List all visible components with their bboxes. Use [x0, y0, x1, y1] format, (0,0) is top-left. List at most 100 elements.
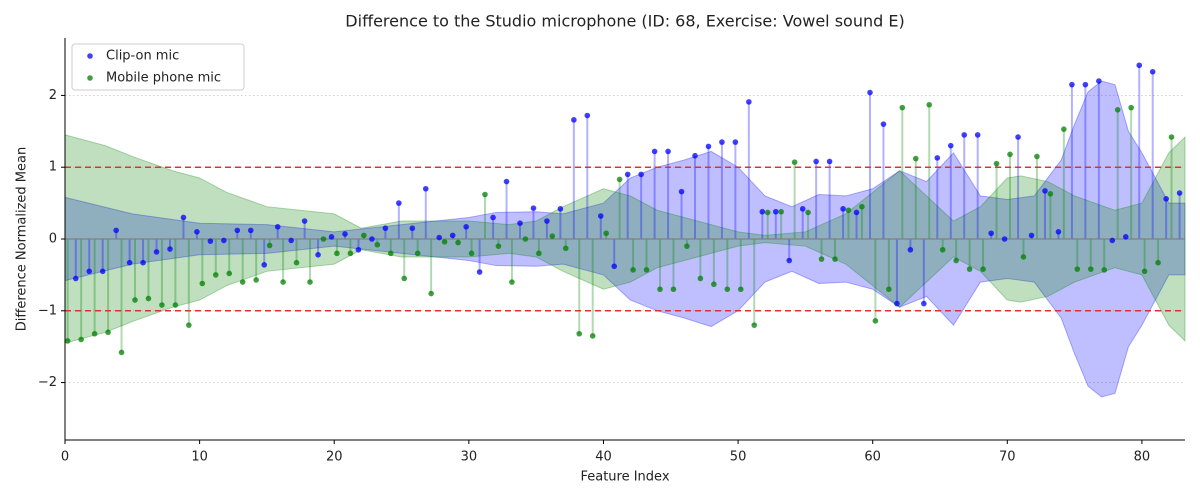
point: [342, 231, 348, 237]
point: [247, 227, 254, 234]
point: [86, 268, 93, 275]
point: [428, 290, 434, 297]
point: [1015, 134, 1021, 140]
point: [517, 220, 523, 227]
point: [207, 238, 214, 244]
point: [482, 191, 488, 198]
point: [1149, 68, 1156, 75]
point: [589, 333, 596, 339]
point: [1074, 266, 1081, 272]
x-tick-label: 60: [864, 450, 881, 465]
point: [1114, 106, 1121, 113]
point: [557, 206, 564, 212]
legend-marker: [87, 75, 93, 81]
point: [1128, 104, 1134, 111]
point: [630, 267, 636, 273]
x-tick-label: 50: [730, 450, 747, 465]
point: [1069, 81, 1075, 88]
point: [939, 246, 946, 253]
point: [221, 237, 227, 244]
point: [934, 155, 941, 161]
point: [1136, 62, 1143, 69]
point: [105, 329, 111, 336]
point: [468, 250, 475, 257]
point: [401, 275, 408, 282]
point: [455, 239, 461, 246]
point: [1168, 134, 1175, 140]
point: [118, 349, 125, 356]
point: [907, 246, 914, 253]
point: [72, 275, 79, 282]
y-tick-label: 1: [49, 160, 57, 175]
y-tick-label: 0: [49, 232, 57, 247]
point: [886, 286, 892, 293]
point: [355, 246, 362, 253]
point: [212, 272, 219, 278]
point: [396, 200, 402, 206]
point: [78, 336, 84, 343]
point: [562, 245, 569, 252]
point: [280, 279, 286, 285]
point: [436, 234, 443, 241]
point: [1176, 190, 1183, 196]
point: [759, 208, 766, 215]
point: [597, 213, 604, 219]
x-tick-label: 40: [595, 450, 612, 465]
point: [912, 155, 919, 162]
point: [1163, 196, 1169, 202]
point: [778, 208, 784, 215]
point: [167, 246, 173, 252]
point: [1028, 232, 1035, 239]
point: [1042, 188, 1048, 194]
point: [194, 229, 200, 235]
point: [172, 302, 179, 308]
point: [899, 104, 906, 111]
point: [361, 232, 367, 239]
point: [643, 267, 650, 273]
point: [818, 256, 825, 262]
point: [1034, 153, 1040, 160]
point: [678, 188, 685, 195]
point: [328, 234, 335, 240]
point: [315, 251, 321, 258]
point: [91, 330, 98, 337]
legend-marker: [87, 53, 93, 59]
point: [186, 322, 192, 328]
point: [1061, 126, 1067, 132]
point: [1141, 268, 1148, 275]
point: [853, 209, 860, 216]
point: [705, 143, 712, 150]
x-tick-label: 30: [461, 450, 478, 465]
point: [409, 225, 416, 232]
point: [638, 171, 644, 178]
point: [859, 203, 865, 210]
x-tick-label: 0: [61, 450, 69, 465]
x-tick-label: 80: [1134, 450, 1151, 465]
point: [334, 250, 340, 257]
y-tick-label: −1: [38, 303, 57, 318]
point: [1087, 266, 1094, 272]
x-axis-label: Feature Index: [580, 470, 669, 485]
point: [199, 280, 206, 287]
point: [449, 232, 456, 239]
point: [980, 266, 986, 272]
point: [764, 209, 771, 216]
point: [872, 318, 879, 324]
point: [805, 209, 811, 216]
point: [1109, 237, 1116, 244]
point: [293, 259, 300, 266]
point: [159, 302, 165, 308]
point: [603, 230, 609, 237]
point: [140, 259, 146, 266]
point: [1155, 259, 1161, 266]
point: [697, 275, 704, 282]
point: [234, 227, 241, 234]
point: [1007, 151, 1013, 158]
point: [99, 268, 106, 275]
point: [145, 295, 152, 302]
point: [880, 121, 887, 127]
point: [921, 300, 927, 307]
point: [374, 241, 381, 248]
point: [799, 206, 806, 212]
point: [961, 132, 968, 138]
